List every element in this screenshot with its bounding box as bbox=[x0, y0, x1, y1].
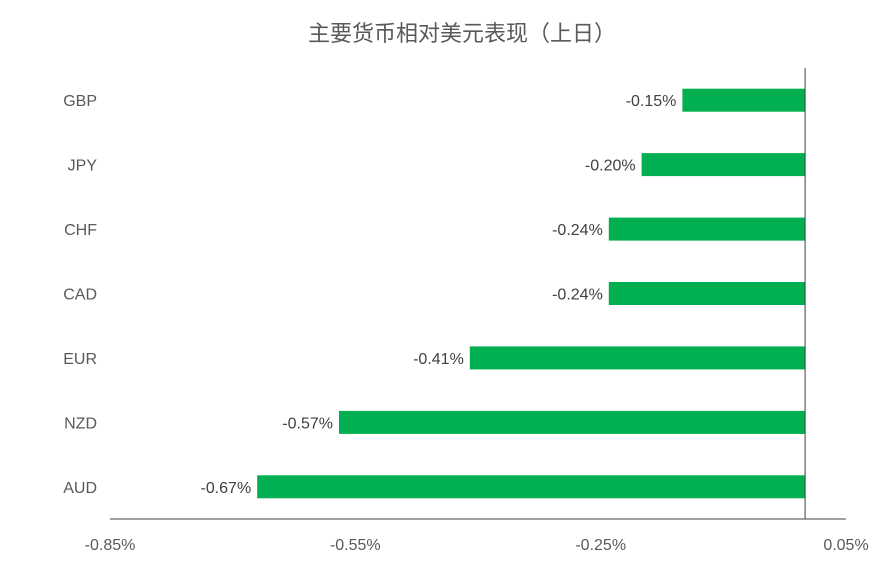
category-label-jpy: JPY bbox=[68, 158, 98, 175]
category-label-gbp: GBP bbox=[63, 93, 97, 110]
bars-layer bbox=[257, 88, 806, 499]
data-label-jpy: -0.20% bbox=[585, 158, 636, 175]
axes-layer: -0.85% -0.55% -0.25% 0.05% bbox=[85, 68, 869, 554]
x-tick-label: -0.85% bbox=[85, 537, 136, 554]
x-tick-label: -0.25% bbox=[575, 537, 626, 554]
category-label-nzd: NZD bbox=[64, 415, 97, 432]
bar-eur bbox=[469, 346, 806, 370]
data-label-nzd: -0.57% bbox=[282, 415, 333, 432]
category-label-eur: EUR bbox=[63, 351, 97, 368]
bar-chf bbox=[608, 217, 806, 241]
category-labels-layer: GBP JPY CHF CAD EUR NZD AUD bbox=[63, 93, 97, 497]
data-label-aud: -0.67% bbox=[200, 480, 251, 497]
data-labels-layer: -0.15% -0.20% -0.24% -0.24% -0.41% -0.57% -0.6… bbox=[200, 93, 676, 497]
data-label-cad: -0.24% bbox=[552, 287, 603, 304]
data-label-eur: -0.41% bbox=[413, 351, 464, 368]
category-label-cad: CAD bbox=[63, 287, 97, 304]
bar-gbp bbox=[682, 88, 806, 112]
bar-jpy bbox=[641, 153, 806, 177]
chart-title: 主要货币相对美元表现（上日） bbox=[308, 22, 616, 47]
bar-cad bbox=[608, 282, 806, 305]
x-tick-label: 0.05% bbox=[823, 537, 868, 554]
x-tick-label: -0.55% bbox=[330, 537, 381, 554]
category-label-chf: CHF bbox=[64, 222, 97, 239]
bar-aud bbox=[257, 475, 806, 499]
data-label-chf: -0.24% bbox=[552, 222, 603, 239]
category-label-aud: AUD bbox=[63, 480, 97, 497]
bar-nzd bbox=[339, 410, 806, 434]
data-label-gbp: -0.15% bbox=[626, 93, 677, 110]
